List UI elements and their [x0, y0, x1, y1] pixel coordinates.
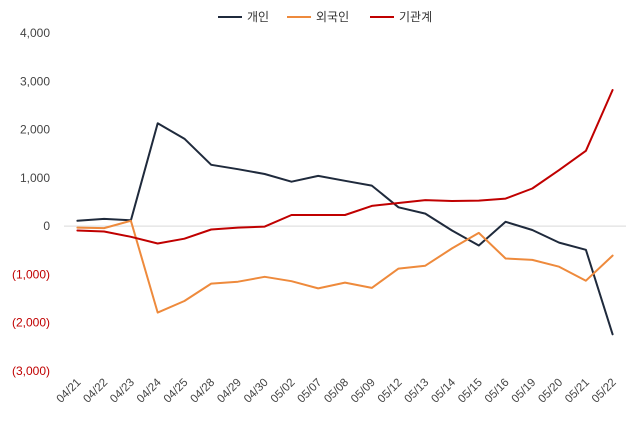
- series-line-3: [76, 89, 614, 245]
- x-tick-label: 05/02: [269, 377, 298, 406]
- x-tick-label: 05/21: [563, 377, 592, 406]
- x-tick-label: 04/21: [55, 377, 84, 406]
- x-tick-label: 04/22: [81, 377, 110, 406]
- x-tick-label: 05/19: [510, 377, 539, 406]
- legend-item: 개인: [218, 10, 269, 24]
- chart-legend: 개인 외국인 기관계: [218, 10, 432, 24]
- x-tick-label: 04/29: [215, 377, 244, 406]
- x-tick-label: 04/24: [135, 376, 164, 405]
- legend-label: 기관계: [399, 10, 432, 24]
- legend-label: 외국인: [316, 10, 349, 24]
- y-tick-label: 3,000: [20, 74, 50, 88]
- x-tick-label: 04/23: [108, 377, 137, 406]
- y-axis: 4,000 3,000 2,000 1,000 0 (1,000) (2,000) (3,00…: [12, 26, 50, 378]
- legend-label: 개인: [247, 10, 269, 24]
- x-tick-label: 05/12: [376, 377, 405, 406]
- y-tick-label: 1,000: [20, 171, 50, 185]
- series-line-2: [76, 219, 614, 314]
- x-tick-label: 05/14: [429, 376, 458, 405]
- x-tick-label: 05/13: [403, 377, 432, 406]
- series-layer: [76, 89, 614, 336]
- legend-item: 외국인: [287, 10, 349, 24]
- y-tick-label: 4,000: [20, 26, 50, 40]
- y-tick-label: (2,000): [12, 316, 50, 330]
- x-tick-label: 05/07: [296, 377, 325, 406]
- x-tick-label: 05/16: [483, 377, 512, 406]
- x-tick-label: 04/28: [188, 377, 217, 406]
- x-tick-label: 05/20: [536, 377, 565, 406]
- x-tick-label: 05/08: [322, 377, 351, 406]
- series-line-1: [76, 122, 614, 336]
- y-tick-label: (3,000): [12, 364, 50, 378]
- x-axis: 04/2104/2204/2304/2404/2504/2804/2904/30…: [55, 376, 619, 405]
- y-tick-label: 0: [43, 219, 50, 233]
- y-tick-label: 2,000: [20, 123, 50, 137]
- y-tick-label: (1,000): [12, 267, 50, 281]
- x-tick-label: 05/22: [590, 377, 619, 406]
- x-tick-label: 05/09: [349, 377, 378, 406]
- x-tick-label: 04/30: [242, 377, 271, 406]
- x-tick-label: 05/15: [456, 377, 485, 406]
- legend-item: 기관계: [370, 10, 432, 24]
- x-tick-label: 04/25: [162, 377, 191, 406]
